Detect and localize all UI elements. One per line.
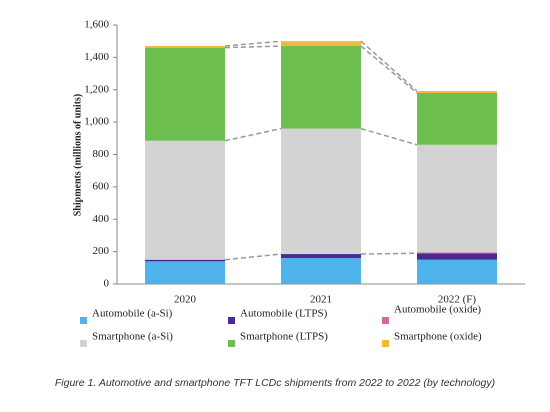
y-tick-label: 400	[93, 213, 110, 225]
bar-segment	[417, 92, 497, 145]
y-tick-label: 600	[93, 180, 110, 192]
bar-segment	[281, 128, 361, 255]
connector	[360, 45, 418, 94]
connector	[360, 252, 418, 255]
bar-segment	[145, 140, 225, 260]
bar-segment	[145, 46, 225, 48]
legend-label: Smartphone (LTPS)	[240, 331, 328, 343]
bar-segment	[417, 252, 497, 254]
connector	[360, 40, 418, 92]
y-tick-label: 800	[93, 148, 110, 160]
bar-segment	[417, 259, 497, 284]
bar-segment	[145, 261, 225, 284]
bar-segment	[145, 259, 225, 262]
bar-segment	[417, 144, 497, 253]
connector	[224, 127, 282, 142]
legend-label: Automobile (a-Si)	[92, 308, 173, 320]
x-tick-label: 2020	[174, 294, 197, 306]
connector	[360, 127, 418, 146]
y-tick-label: 0	[104, 278, 110, 290]
bar-segment	[145, 47, 225, 141]
legend-swatch	[382, 317, 389, 324]
y-tick-label: 1,600	[84, 19, 109, 31]
bar-segment	[281, 41, 361, 47]
y-tick-label: 200	[93, 245, 110, 257]
bar-segment	[281, 258, 361, 284]
legend-swatch	[382, 340, 389, 347]
legend-swatch	[80, 340, 87, 347]
connector	[224, 40, 282, 47]
connector	[224, 253, 282, 261]
bar-segment	[417, 91, 497, 93]
bar-segment	[281, 46, 361, 129]
legend-label: Automobile (LTPS)	[240, 308, 328, 320]
y-tick-label: 1,400	[84, 51, 109, 63]
legend-swatch	[80, 317, 87, 324]
y-axis-label: Shipments (millions of units)	[72, 94, 83, 217]
y-tick-label: 1,000	[84, 116, 109, 128]
x-tick-label: 2021	[310, 294, 332, 306]
legend-label: Smartphone (oxide)	[394, 331, 482, 343]
caption: Figure 1. Automotive and smartphone TFT …	[55, 377, 495, 389]
legend-swatch	[228, 340, 235, 347]
bar-segment	[281, 254, 361, 259]
legend-label: Automobile (oxide)	[394, 304, 481, 316]
legend-label: Smartphone (a-Si)	[92, 331, 173, 343]
connector	[224, 45, 282, 49]
bar-segment	[417, 253, 497, 260]
x-tick-label: 2022 (F)	[438, 294, 477, 306]
y-tick-label: 1,200	[84, 83, 109, 95]
legend-swatch	[228, 317, 235, 324]
